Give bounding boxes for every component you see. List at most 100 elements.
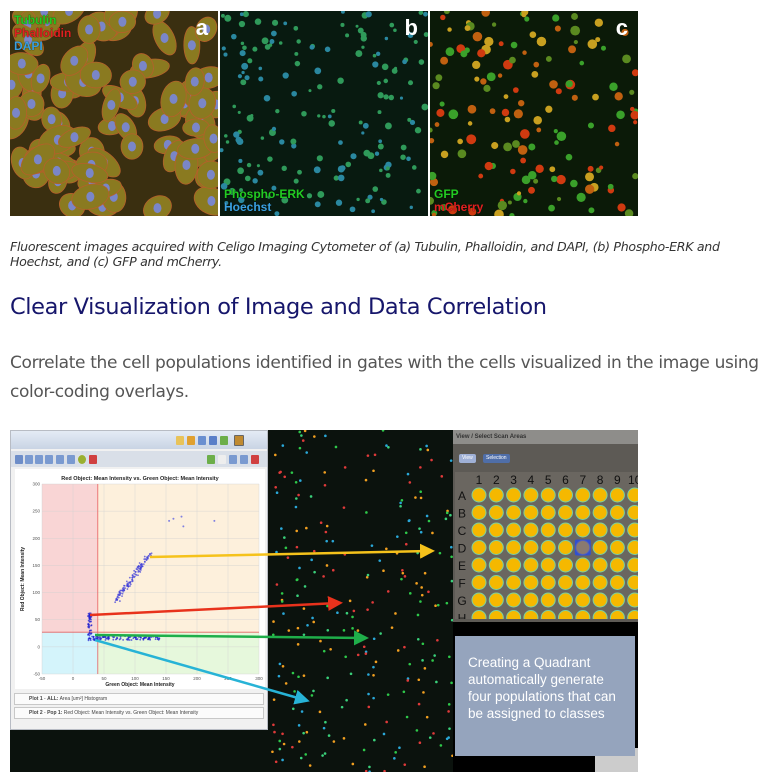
well-A6[interactable] xyxy=(558,487,573,503)
well-A10[interactable] xyxy=(627,487,638,503)
well-F10[interactable] xyxy=(627,575,638,590)
plot-tool-icon[interactable] xyxy=(56,455,64,464)
well-B1[interactable] xyxy=(471,505,487,520)
well-D9[interactable] xyxy=(609,540,625,555)
well-A9[interactable] xyxy=(609,487,625,503)
close-icon[interactable] xyxy=(251,455,259,464)
well-E2[interactable] xyxy=(488,557,504,573)
well-H6[interactable] xyxy=(558,610,573,620)
well-E6[interactable] xyxy=(558,557,573,573)
plot-tool-icon[interactable] xyxy=(25,455,33,464)
well-D1[interactable] xyxy=(471,540,487,555)
well-H7[interactable] xyxy=(575,610,591,620)
well-H10[interactable] xyxy=(627,610,638,620)
well-F3[interactable] xyxy=(506,575,522,590)
close-plot-icon[interactable] xyxy=(89,455,97,464)
well-A3[interactable] xyxy=(506,487,522,503)
plot-tool-icon[interactable] xyxy=(45,455,53,464)
well-F7[interactable] xyxy=(575,575,591,590)
well-H5[interactable] xyxy=(540,610,556,620)
well-D8[interactable] xyxy=(592,540,608,555)
well-H4[interactable] xyxy=(523,610,539,620)
plot-list-item-2[interactable]: Plot 2 - Pop 1: Red Object: Mean Intensi… xyxy=(14,707,264,719)
well-C2[interactable] xyxy=(488,522,504,538)
well-G3[interactable] xyxy=(506,592,522,608)
well-B3[interactable] xyxy=(506,505,522,520)
well-E1[interactable] xyxy=(471,557,487,573)
plot-list-item-1[interactable]: Plot 1 - ALL: Area [um²] Histogram xyxy=(14,693,264,705)
well-D5[interactable] xyxy=(540,540,556,555)
well-A8[interactable] xyxy=(592,487,608,503)
well-F1[interactable] xyxy=(471,575,487,590)
selection-button[interactable]: Selection xyxy=(483,454,510,463)
well-G10[interactable] xyxy=(627,592,638,608)
well-H8[interactable] xyxy=(592,610,608,620)
plot-tool-icon[interactable] xyxy=(67,455,75,464)
well-B2[interactable] xyxy=(488,505,504,520)
well-G5[interactable] xyxy=(540,592,556,608)
plot-tool-icon[interactable] xyxy=(240,455,248,464)
well-G6[interactable] xyxy=(558,592,573,608)
well-C4[interactable] xyxy=(523,522,539,538)
well-H1[interactable] xyxy=(471,610,487,620)
plot-tool-icon[interactable] xyxy=(207,455,215,464)
well-C10[interactable] xyxy=(627,522,638,538)
view-button[interactable]: View xyxy=(459,454,476,463)
well-D7[interactable] xyxy=(575,540,591,555)
well-H2[interactable] xyxy=(488,610,504,620)
well-H9[interactable] xyxy=(609,610,625,620)
well-B7[interactable] xyxy=(575,505,591,520)
well-D6[interactable] xyxy=(558,540,573,555)
well-E8[interactable] xyxy=(592,557,608,573)
well-C5[interactable] xyxy=(540,522,556,538)
well-B5[interactable] xyxy=(540,505,556,520)
well-D10[interactable] xyxy=(627,540,638,555)
well-C3[interactable] xyxy=(506,522,522,538)
well-E4[interactable] xyxy=(523,557,539,573)
well-F8[interactable] xyxy=(592,575,608,590)
well-C6[interactable] xyxy=(558,522,573,538)
well-E9[interactable] xyxy=(609,557,625,573)
plot-tool-icon[interactable] xyxy=(35,455,43,464)
well-E7[interactable] xyxy=(575,557,591,573)
plot-tool-icon[interactable] xyxy=(218,455,226,464)
well-F4[interactable] xyxy=(523,575,539,590)
well-A2[interactable] xyxy=(488,487,504,503)
well-C8[interactable] xyxy=(592,522,608,538)
well-F6[interactable] xyxy=(558,575,573,590)
well-A7[interactable] xyxy=(575,487,591,503)
well-A4[interactable] xyxy=(523,487,539,503)
well-F2[interactable] xyxy=(488,575,504,590)
well-A5[interactable] xyxy=(540,487,556,503)
well-C7[interactable] xyxy=(575,522,591,538)
well-F5[interactable] xyxy=(540,575,556,590)
toolbar-icon[interactable] xyxy=(198,436,206,445)
well-F9[interactable] xyxy=(609,575,625,590)
toolbar-icon[interactable] xyxy=(220,436,228,445)
well-B6[interactable] xyxy=(558,505,573,520)
well-B9[interactable] xyxy=(609,505,625,520)
well-A1[interactable] xyxy=(471,487,487,503)
well-G4[interactable] xyxy=(523,592,539,608)
toolbar-icon[interactable] xyxy=(176,436,184,445)
toolbar-dropdown-icon[interactable] xyxy=(234,435,244,446)
well-G9[interactable] xyxy=(609,592,625,608)
well-G7[interactable] xyxy=(575,592,591,608)
well-D2[interactable] xyxy=(488,540,504,555)
well-B10[interactable] xyxy=(627,505,638,520)
well-D3[interactable] xyxy=(506,540,522,555)
well-G2[interactable] xyxy=(488,592,504,608)
well-E10[interactable] xyxy=(627,557,638,573)
plot-tool-icon[interactable] xyxy=(78,455,86,464)
well-E3[interactable] xyxy=(506,557,522,573)
toolbar-icon[interactable] xyxy=(209,436,217,445)
well-G1[interactable] xyxy=(471,592,487,608)
well-B8[interactable] xyxy=(592,505,608,520)
toolbar-icon[interactable] xyxy=(187,436,195,445)
well-C9[interactable] xyxy=(609,522,625,538)
plot-tool-icon[interactable] xyxy=(229,455,237,464)
well-G8[interactable] xyxy=(592,592,608,608)
well-D4[interactable] xyxy=(523,540,539,555)
well-E5[interactable] xyxy=(540,557,556,573)
